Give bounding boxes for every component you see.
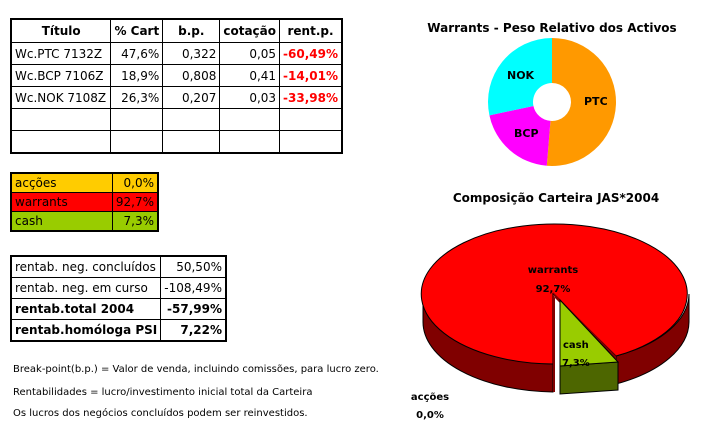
donut-label-ptc: PTC: [584, 95, 608, 108]
allocation-row-warrants: warrants 92,7%: [10, 192, 159, 212]
pie3d-slice-cash: [559, 298, 620, 367]
donut-slice-bcp: [489, 105, 551, 166]
returns-value: -57,99%: [160, 298, 227, 320]
pie3d-chart: [420, 223, 690, 395]
cell-titulo: Wc.PTC 7132Z: [10, 42, 112, 65]
returns-label: rentab.total 2004: [10, 298, 162, 320]
donut-label-nok: NOK: [507, 69, 535, 82]
cell-rent: -14,01%: [279, 64, 343, 87]
table-row: Wc.BCP 7106Z 18,9% 0,808 0,41 -14,01%: [10, 64, 343, 87]
table-row-empty: [10, 108, 343, 131]
pie3d-labels: warrants 92,7% cash 7,3% acções 0,0%: [411, 265, 590, 421]
cell-rent: [279, 130, 343, 154]
allocation-row-accoes: acções 0,0%: [10, 172, 159, 193]
returns-value: -108,49%: [160, 277, 227, 299]
header-pct-cart: % Cart: [110, 18, 164, 43]
header-rent: rent.p.: [279, 18, 343, 43]
pie3d-value-accoes: 0,0%: [416, 410, 444, 421]
cell-bp: [162, 108, 221, 131]
cell-bp: [162, 130, 221, 154]
donut-label-bcp: BCP: [514, 127, 539, 140]
pie3d-value-warrants: 92,7%: [536, 284, 571, 295]
donut-chart-title: Warrants - Peso Relativo dos Activos: [427, 21, 677, 35]
pie3d-value-cash: 7,3%: [562, 358, 590, 369]
table-row: Wc.NOK 7108Z 26,3% 0,207 0,03 -33,98%: [10, 86, 343, 109]
returns-value: 7,22%: [160, 319, 227, 342]
allocation-label: warrants: [10, 192, 113, 212]
cell-bp: 0,808: [162, 64, 221, 87]
returns-row: rentab. neg. em curso -108,49%: [10, 277, 227, 299]
note-breakpoint: Break-point(b.p.) = Valor de venda, incl…: [13, 364, 379, 375]
returns-row-total: rentab.total 2004 -57,99%: [10, 298, 227, 320]
returns-row-psi: rentab.homóloga PSI 7,22%: [10, 319, 227, 342]
table-row-empty: [10, 130, 343, 154]
returns-table: rentab. neg. concluídos 50,50% rentab. n…: [10, 255, 227, 342]
note-rentabilidades: Rentabilidades = lucro/investimento inic…: [13, 387, 313, 398]
returns-row: rentab. neg. concluídos 50,50%: [10, 255, 227, 278]
cell-titulo: Wc.BCP 7106Z: [10, 64, 112, 87]
donut-slice-ptc: [546, 38, 616, 166]
pie3d-cut-warrants: [553, 294, 555, 392]
holdings-header-row: Título % Cart b.p. cotação rent.p.: [10, 18, 343, 43]
pie-chart-title: Composição Carteira JAS*2004: [452, 191, 660, 205]
cell-titulo: [10, 130, 112, 154]
pie3d-label-accoes: acções: [411, 392, 449, 403]
table-row: Wc.PTC 7132Z 47,6% 0,322 0,05 -60,49%: [10, 42, 343, 65]
pie3d-label-warrants: warrants: [528, 265, 578, 276]
allocation-value: 92,7%: [111, 192, 159, 212]
cell-rent: [279, 108, 343, 131]
allocation-row-cash: cash 7,3%: [10, 211, 159, 232]
cell-cotacao: 0,41: [219, 64, 281, 87]
donut-labels: NOK PTC BCP: [507, 69, 608, 140]
allocation-value: 7,3%: [111, 211, 159, 232]
cell-bp: 0,207: [162, 86, 221, 109]
cell-titulo: [10, 108, 112, 131]
holdings-table: Título % Cart b.p. cotação rent.p. Wc.PT…: [10, 18, 343, 154]
note-lucros: Os lucros dos negócios concluídos podem …: [13, 408, 308, 419]
donut-slice-nok: [488, 38, 552, 116]
pie3d-label-cash: cash: [563, 340, 589, 351]
allocation-label: cash: [10, 211, 113, 232]
header-bp: b.p.: [162, 18, 221, 43]
cell-rent: -60,49%: [279, 42, 343, 65]
donut-chart: [488, 38, 616, 166]
allocation-table: acções 0,0% warrants 92,7% cash 7,3%: [10, 172, 159, 232]
